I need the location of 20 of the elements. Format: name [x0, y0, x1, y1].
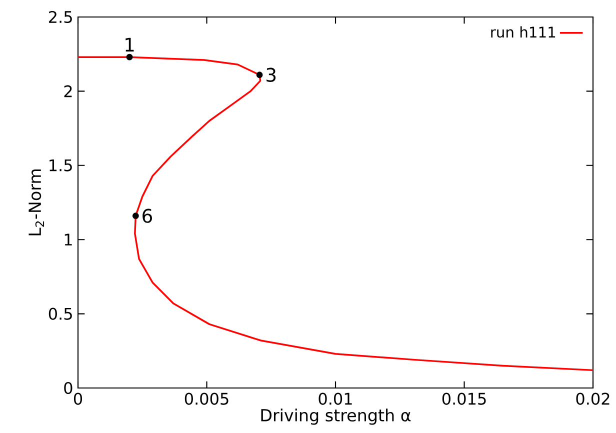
- point: [256, 72, 263, 78]
- x-tick-label: 0: [74, 392, 82, 405]
- y-tick-label: 1: [64, 234, 72, 246]
- y-tick-label: 1.5: [50, 159, 72, 172]
- x-tick-label: 0.01: [318, 392, 352, 405]
- x-axis-title: Driving strength α: [261, 408, 411, 425]
- legend-label: run h111: [491, 26, 556, 38]
- y-tick-label: 0: [64, 382, 72, 394]
- x-tick-label: 0.02: [576, 392, 610, 405]
- point: [126, 54, 133, 60]
- y-tick-label: 2.5: [49, 10, 72, 24]
- y-axis-title: L$_{2}$-Norm: [28, 169, 44, 236]
- annotation: 6: [142, 208, 152, 223]
- annotation: 3: [266, 68, 276, 82]
- y-tick-label: 2: [64, 85, 72, 98]
- x-tick-label: 0.005: [184, 392, 228, 405]
- annotation: 1: [126, 38, 134, 52]
- y-tick-label: 0.5: [48, 308, 72, 320]
- point: [132, 212, 139, 220]
- x-tick-label: 0.015: [442, 392, 486, 405]
